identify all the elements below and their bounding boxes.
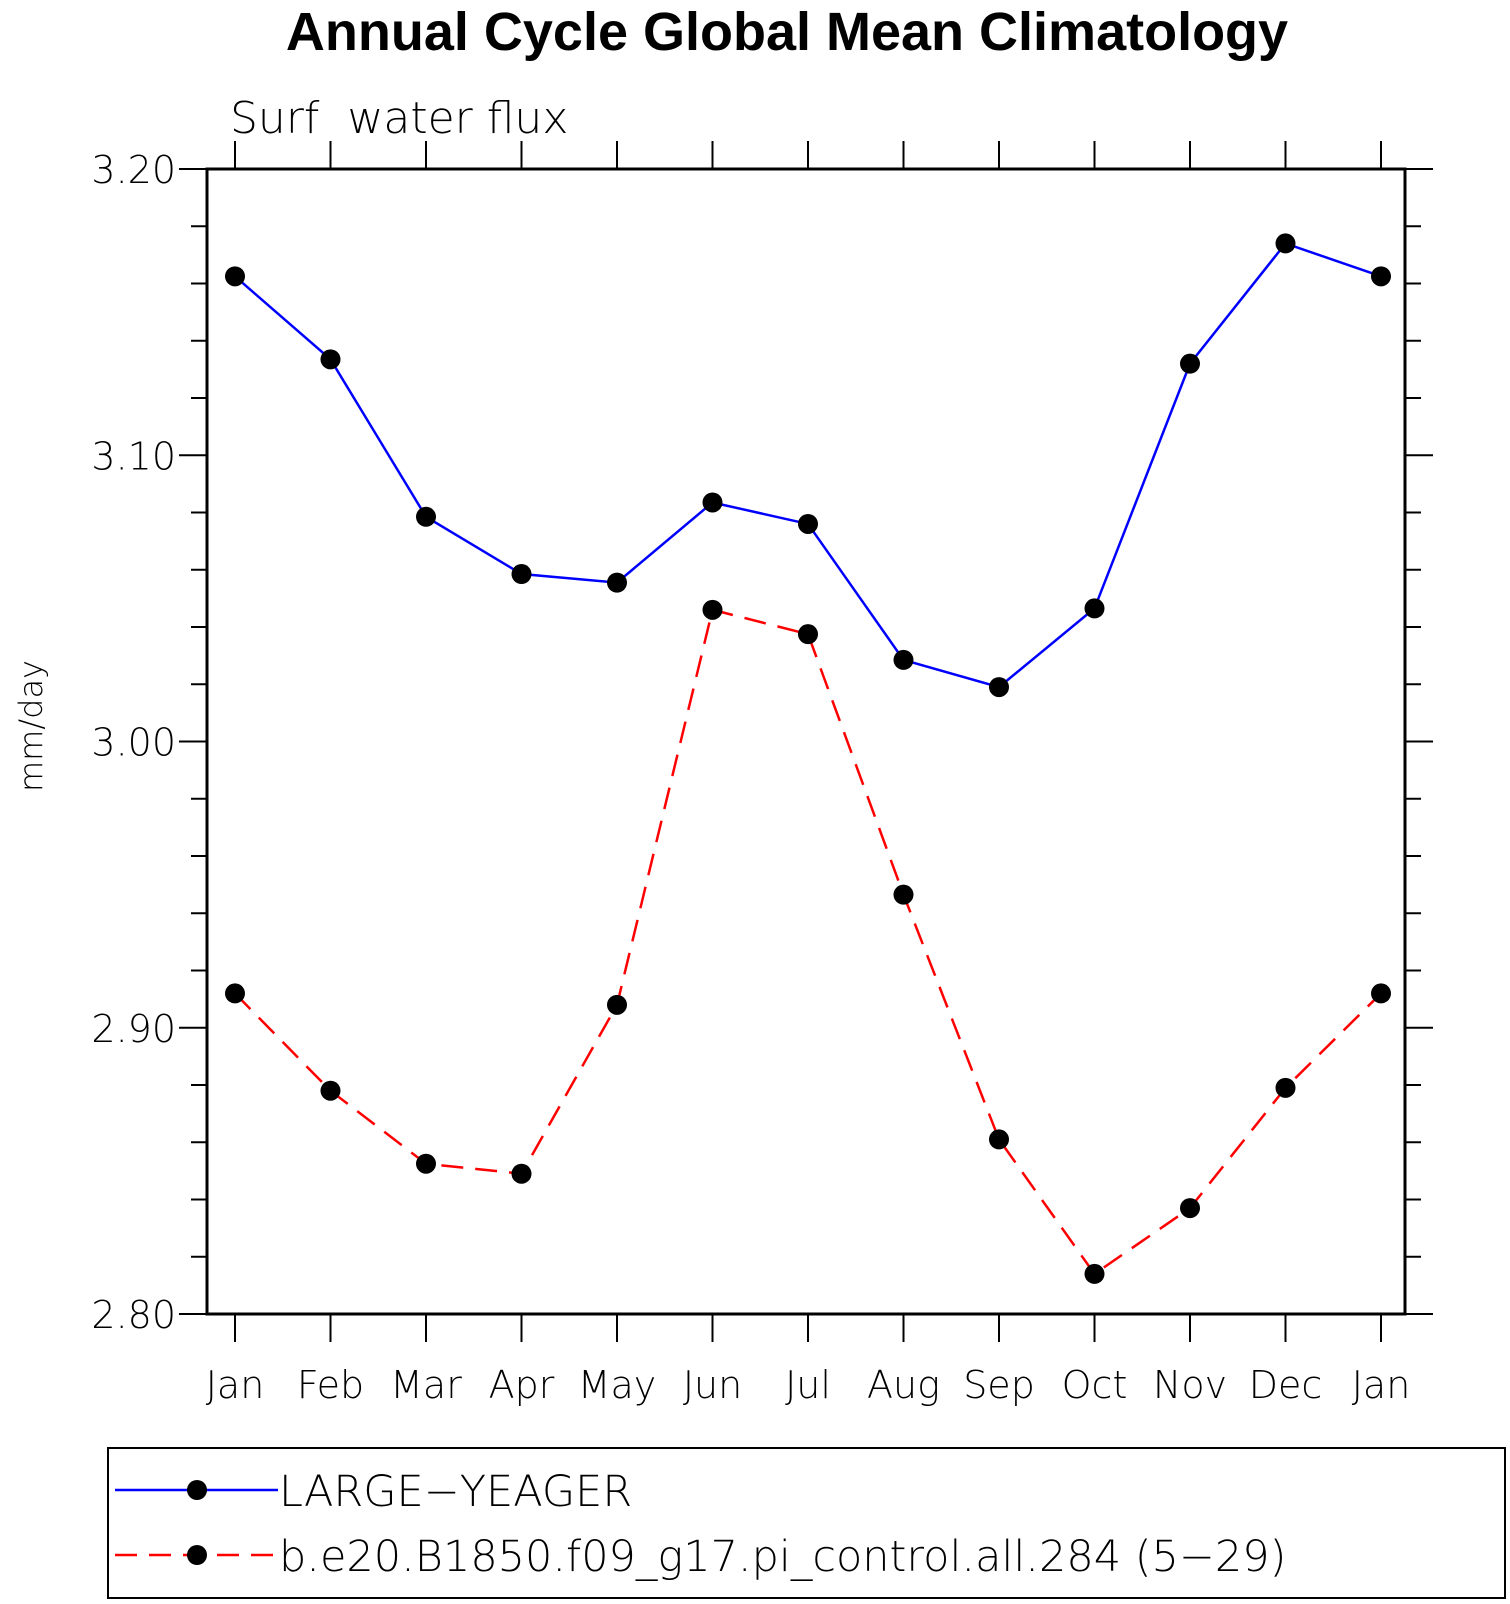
data-point <box>1180 1198 1200 1219</box>
x-tick-label: Jul <box>785 1363 831 1407</box>
data-point <box>1275 1077 1296 1098</box>
x-tick-label: Dec <box>1249 1363 1323 1407</box>
x-tick-label: Jun <box>683 1363 742 1407</box>
data-point <box>1371 266 1391 287</box>
data-point <box>989 677 1009 698</box>
x-tick-label: Feb <box>297 1363 364 1407</box>
y-axis-label: mm/day <box>12 660 50 792</box>
x-tick-label: Jan <box>1352 1363 1411 1407</box>
data-point <box>1084 598 1105 619</box>
y-tick-label: 3.10 <box>91 434 176 478</box>
x-tick-label: Mar <box>390 1363 462 1407</box>
series-layer <box>225 233 1391 1284</box>
data-point <box>511 1163 532 1184</box>
data-point <box>1084 1263 1105 1284</box>
data-point <box>416 1153 436 1174</box>
y-tick-label: 2.90 <box>91 1007 176 1051</box>
data-point <box>1275 233 1296 254</box>
legend-marker-2 <box>187 1545 207 1565</box>
data-point <box>893 649 914 670</box>
legend-label-2: b.e20.B1850.f09_g17.pi_control.all.284 (… <box>279 1532 1286 1582</box>
data-point <box>225 266 245 287</box>
data-point <box>511 564 532 585</box>
data-point <box>320 1080 341 1101</box>
data-point <box>416 506 436 527</box>
series-line <box>234 608 1382 1276</box>
data-point <box>702 599 723 620</box>
y-tick-label: 3.20 <box>91 148 176 192</box>
data-point <box>607 994 627 1015</box>
data-point <box>320 349 341 370</box>
data-point <box>798 624 818 645</box>
data-point <box>1371 983 1391 1004</box>
x-tick-label: Aug <box>867 1363 940 1407</box>
x-tick-label: Nov <box>1153 1363 1227 1407</box>
data-point <box>225 983 245 1004</box>
plot-frame <box>205 167 1407 1316</box>
legend: LARGE−YEAGER b.e20.B1850.f09_g17.pi_contr… <box>115 1467 1286 1582</box>
chart-title: Annual Cycle Global Mean Climatology <box>286 2 1288 62</box>
data-point <box>798 513 818 534</box>
series-line <box>234 241 1382 689</box>
chart-subtitle: Surf water flux <box>230 93 568 144</box>
x-tick-label: Jan <box>206 1363 265 1407</box>
y-tick-label: 2.80 <box>91 1293 176 1337</box>
data-point <box>702 492 723 513</box>
series-1 <box>225 233 1391 698</box>
x-axis-ticks: Jan Feb Mar Apr May Jun Jul Aug Sep Oct Nov Dec Jan <box>206 141 1411 1407</box>
legend-marker-1 <box>187 1480 207 1500</box>
x-tick-label: Sep <box>963 1363 1035 1407</box>
data-point <box>893 884 914 905</box>
legend-box <box>107 1447 1506 1599</box>
x-tick-label: Apr <box>489 1363 555 1407</box>
x-tick-label: May <box>578 1363 657 1407</box>
y-axis-ticks: 2.80 2.90 3.00 3.10 3.20 <box>91 148 1433 1337</box>
data-point <box>607 572 627 593</box>
series-2 <box>225 599 1391 1284</box>
data-point <box>1180 353 1200 374</box>
legend-label-1: LARGE−YEAGER <box>279 1467 632 1517</box>
y-tick-label: 3.00 <box>91 721 176 765</box>
x-tick-label: Oct <box>1062 1363 1128 1407</box>
data-point <box>989 1129 1009 1150</box>
